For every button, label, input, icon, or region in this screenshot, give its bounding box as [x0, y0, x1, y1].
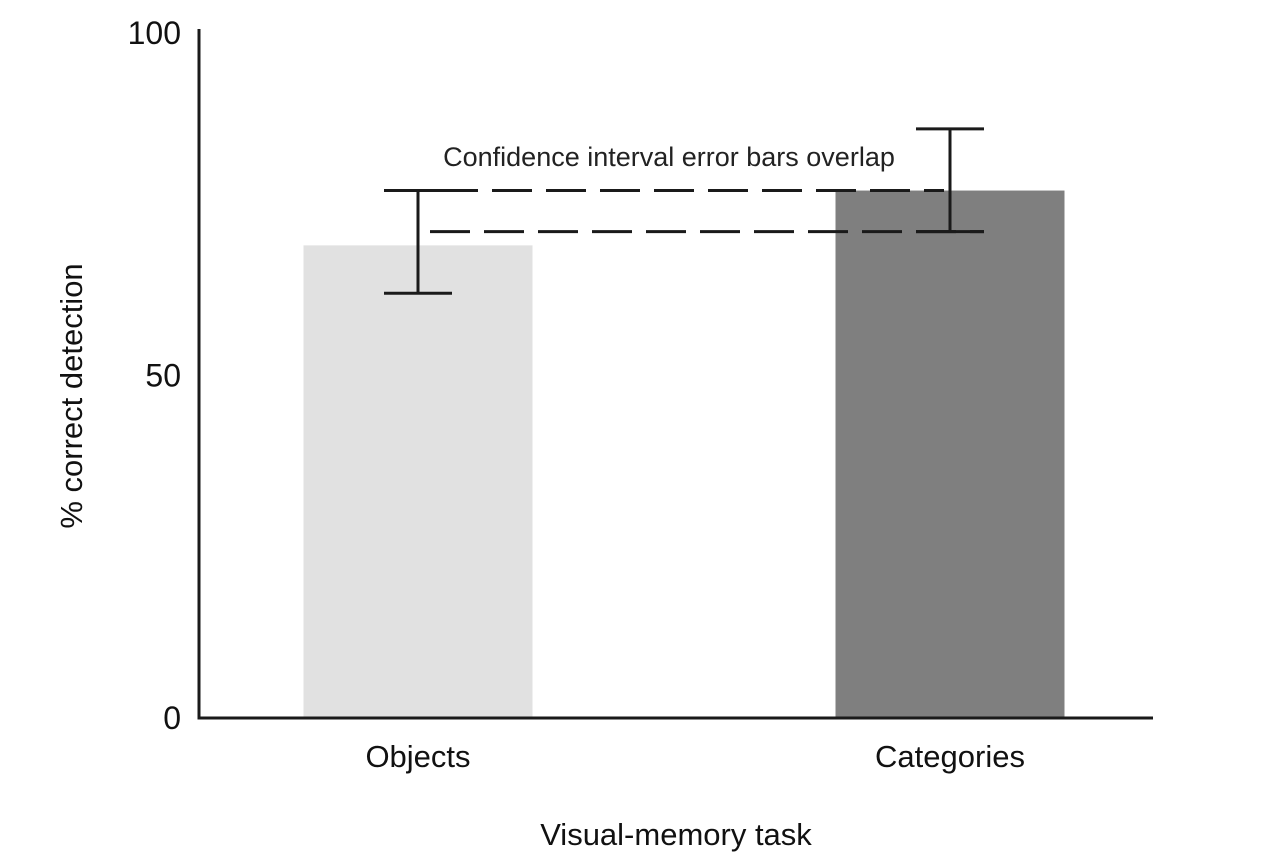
- y-tick-labels: 0 50 100: [128, 15, 181, 736]
- x-tick-label: Objects: [365, 739, 470, 774]
- reference-lines-group: [384, 189, 984, 234]
- bar: [303, 245, 533, 718]
- overlap-annotation: Confidence interval error bars overlap: [443, 142, 895, 172]
- x-tick-labels: Objects Categories: [365, 739, 1025, 774]
- error-bar: [916, 127, 984, 234]
- y-tick-label: 0: [163, 700, 181, 736]
- y-tick-label: 100: [128, 15, 181, 51]
- y-tick-label: 50: [145, 358, 181, 394]
- error-bar: [384, 189, 452, 295]
- y-axis-title: % correct detection: [54, 263, 89, 528]
- bars-group: [303, 190, 1065, 719]
- plot-area: [303, 127, 1065, 719]
- error-bars-group: [384, 127, 984, 295]
- x-tick-label: Categories: [875, 739, 1025, 774]
- x-axis-title: Visual-memory task: [540, 817, 812, 852]
- bar: [835, 190, 1065, 719]
